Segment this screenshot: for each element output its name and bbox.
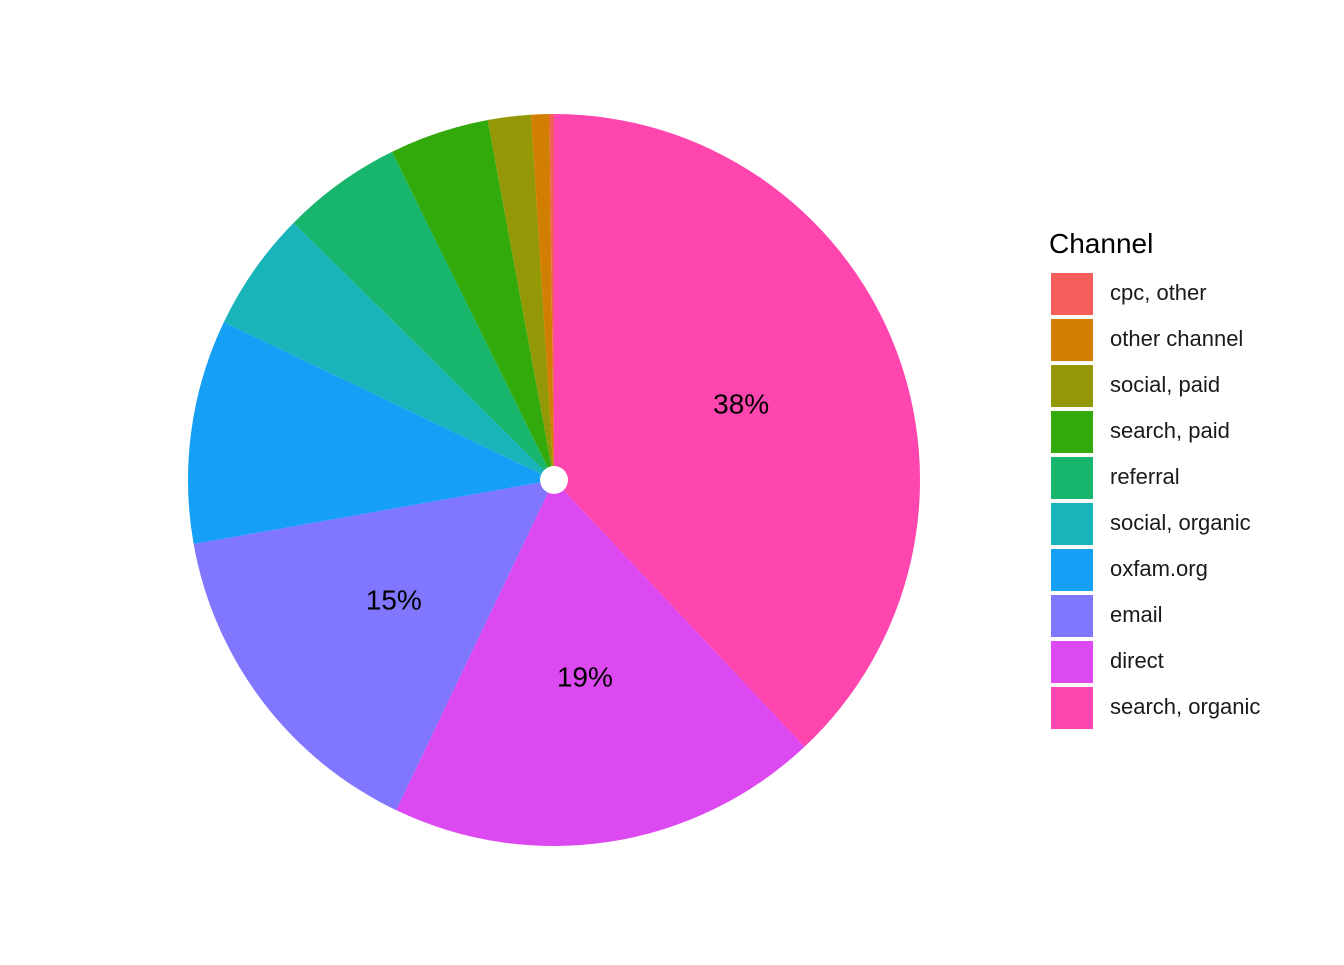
pie-slice-other-channel: [531, 114, 554, 480]
legend-label-email: email: [1110, 602, 1163, 627]
pie-slice-direct: [396, 480, 805, 846]
pie-slice-social-paid: [487, 114, 554, 480]
pie-slice-oxfam-org: [188, 322, 555, 545]
legend-label-social-organic: social, organic: [1110, 510, 1251, 535]
data-label-email: 15%: [366, 584, 422, 615]
pie-slice-cpc-other: [549, 114, 554, 480]
legend-key-email: [1051, 595, 1093, 637]
legend-key-referral: [1051, 457, 1093, 499]
pie-slice-search-paid: [391, 120, 554, 480]
legend-key-cpc-other: [1051, 273, 1093, 315]
legend-key-search-organic: [1051, 687, 1093, 729]
pie-center-hole: [540, 466, 568, 494]
legend-label-oxfam-org: oxfam.org: [1110, 556, 1208, 581]
legend-label-direct: direct: [1110, 648, 1164, 673]
legend-label-referral: referral: [1110, 464, 1180, 489]
legend-key-other-channel: [1051, 319, 1093, 361]
data-label-search-organic: 38%: [713, 388, 769, 419]
data-label-direct: 19%: [557, 661, 613, 692]
legend-key-direct: [1051, 641, 1093, 683]
legend-key-social-organic: [1051, 503, 1093, 545]
legend-label-social-paid: social, paid: [1110, 372, 1220, 397]
legend-key-search-paid: [1051, 411, 1093, 453]
legend-label-search-paid: search, paid: [1110, 418, 1230, 443]
legend-label-search-organic: search, organic: [1110, 694, 1260, 719]
legend-key-social-paid: [1051, 365, 1093, 407]
legend-label-cpc-other: cpc, other: [1110, 280, 1207, 305]
legend-label-other-channel: other channel: [1110, 326, 1243, 351]
pie-slice-social-organic: [223, 222, 554, 480]
legend-title: Channel: [1049, 228, 1153, 259]
pie-slices: [188, 114, 920, 846]
pie-slice-search-organic: [554, 114, 920, 747]
pie-data-labels: 38% 19% 15%: [366, 388, 769, 692]
pie-slice-email: [193, 480, 554, 811]
pie-slice-referral: [293, 151, 554, 480]
legend-key-oxfam-org: [1051, 549, 1093, 591]
legend: Channel cpc, other other channel social, p…: [1049, 228, 1260, 729]
